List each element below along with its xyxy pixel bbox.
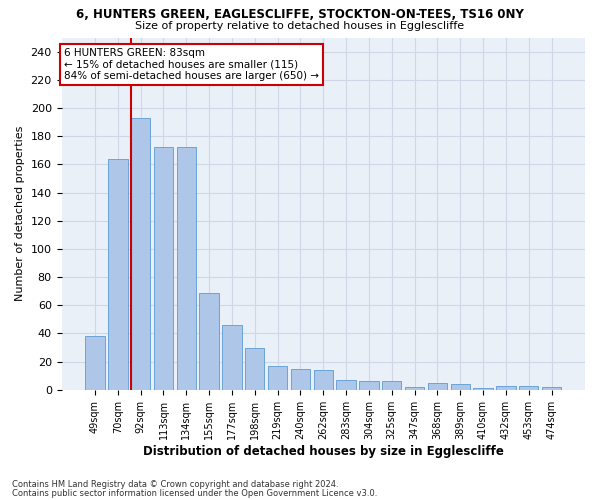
Bar (199, 292, 219, 390)
X-axis label: Distribution of detached houses by size in Egglescliffe: Distribution of detached houses by size … (143, 444, 504, 458)
Bar (382, 382, 401, 390)
Bar (473, 388, 493, 390)
Text: Contains public sector information licensed under the Open Government Licence v3: Contains public sector information licen… (12, 488, 377, 498)
Bar (85, 336, 105, 390)
Bar (314, 370, 333, 390)
Bar (496, 386, 515, 390)
Bar (451, 384, 470, 390)
Bar (108, 158, 128, 390)
Bar (337, 380, 356, 390)
Bar (245, 348, 265, 390)
Text: Size of property relative to detached houses in Egglescliffe: Size of property relative to detached ho… (136, 21, 464, 31)
Bar (405, 387, 424, 390)
Bar (176, 148, 196, 390)
Text: 6 HUNTERS GREEN: 83sqm
← 15% of detached houses are smaller (115)
84% of semi-de: 6 HUNTERS GREEN: 83sqm ← 15% of detached… (64, 48, 319, 82)
Bar (131, 118, 151, 390)
Bar (222, 325, 242, 390)
Text: Contains HM Land Registry data © Crown copyright and database right 2024.: Contains HM Land Registry data © Crown c… (12, 480, 338, 489)
Bar (291, 368, 310, 390)
Bar (154, 148, 173, 390)
Bar (268, 366, 287, 390)
Y-axis label: Number of detached properties: Number of detached properties (15, 126, 25, 302)
Bar (428, 383, 447, 390)
Bar (359, 382, 379, 390)
Bar (519, 386, 538, 390)
Text: 6, HUNTERS GREEN, EAGLESCLIFFE, STOCKTON-ON-TEES, TS16 0NY: 6, HUNTERS GREEN, EAGLESCLIFFE, STOCKTON… (76, 8, 524, 20)
Bar (542, 387, 561, 390)
